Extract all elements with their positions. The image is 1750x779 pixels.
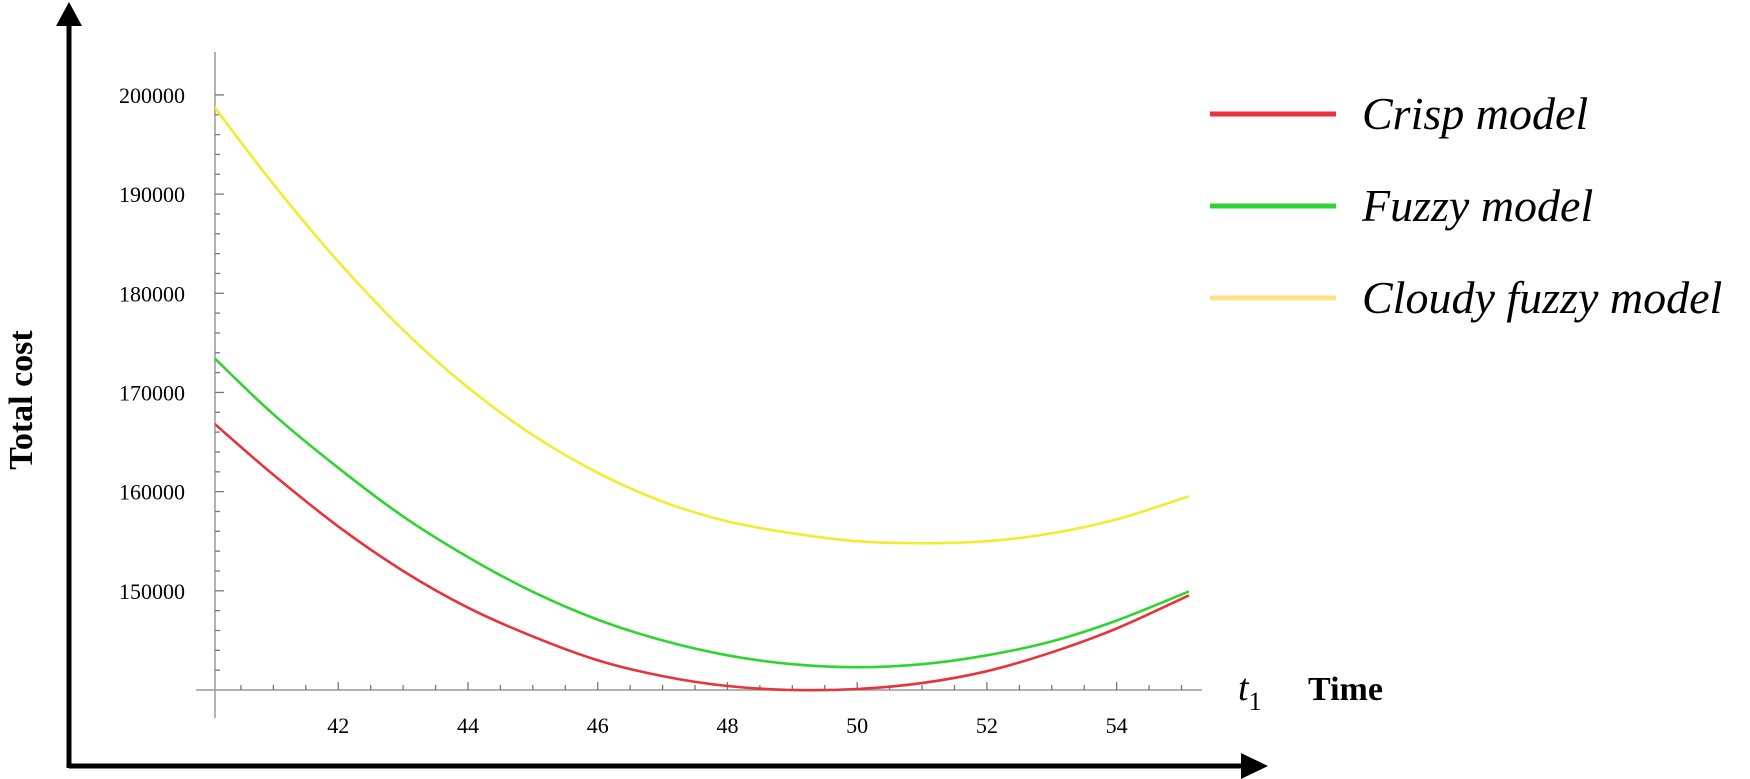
y-tick-label: 170000 [119, 380, 185, 405]
outer-y-arrow-head [56, 2, 82, 26]
y-tick-label: 150000 [119, 579, 185, 604]
y-tick-label: 200000 [119, 83, 185, 108]
y-tick-label: 180000 [119, 281, 185, 306]
outer-x-arrow-head [1241, 753, 1268, 779]
outer-frame [56, 2, 1268, 779]
series-line-cloudy-fuzzy-model [215, 106, 1190, 545]
x-variable-symbol: t [1238, 667, 1250, 709]
x-tick-label: 54 [1106, 713, 1128, 738]
y-axis-ticks: 150000 160000 170000 180000 190000 200000 [119, 83, 224, 671]
x-tick-label: 44 [457, 713, 479, 738]
x-tick-label: 46 [587, 713, 609, 738]
x-tick-label: 50 [846, 713, 868, 738]
x-tick-label: 52 [976, 713, 998, 738]
y-tick-label: 190000 [119, 182, 185, 207]
legend: Crisp model Fuzzy model Cloudy fuzzy model [1210, 88, 1722, 323]
series-line-fuzzy-model [215, 357, 1190, 669]
series-layer [215, 106, 1190, 692]
x-variable-label: t1 [1238, 667, 1262, 716]
series-line-crisp-model [215, 422, 1190, 692]
y-tick-label: 160000 [119, 480, 185, 505]
x-tick-label: 42 [327, 713, 349, 738]
x-tick-label: 48 [716, 713, 738, 738]
legend-label-fuzzy-model: Fuzzy model [1361, 180, 1593, 231]
x-variable-subscript: 1 [1249, 687, 1262, 716]
legend-label-cloudy-fuzzy-model: Cloudy fuzzy model [1362, 272, 1722, 323]
x-axis-title: Time [1308, 671, 1383, 708]
legend-label-crisp-model: Crisp model [1362, 88, 1588, 139]
y-axis-title: Total cost [3, 330, 40, 470]
